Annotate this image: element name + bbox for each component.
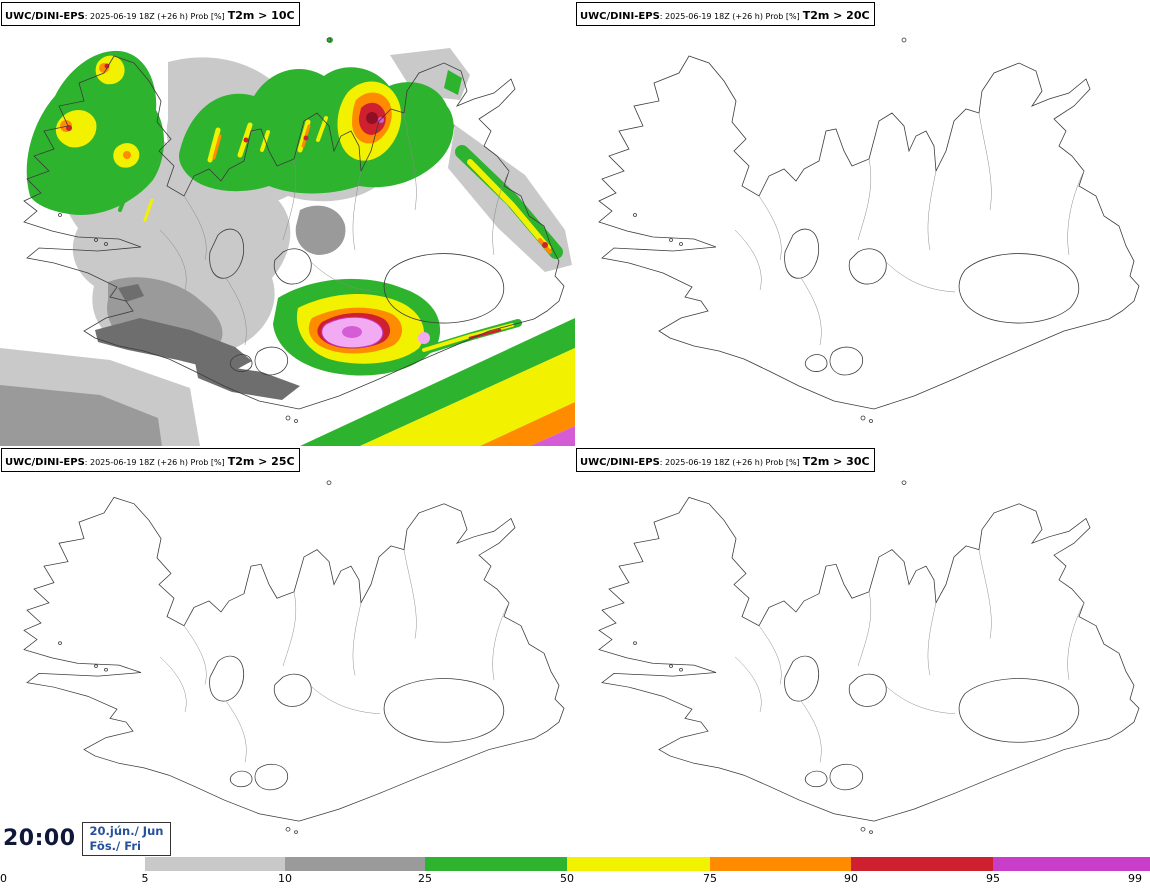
threshold-label: T2m > 30C bbox=[802, 455, 870, 468]
legend-segment-75-90 bbox=[710, 857, 851, 871]
valid-date-line2: Fös./ Fri bbox=[89, 838, 141, 853]
legend-tick-0: 0 bbox=[0, 872, 7, 885]
panel-t2m-gt-30c: UWC/DINI-EPS: 2025-06-19 18Z (+26 h) Pro… bbox=[575, 446, 1150, 855]
panel-grid: UWC/DINI-EPS: 2025-06-19 18Z (+26 h) Pro… bbox=[0, 0, 1150, 855]
legend-segment-95-99 bbox=[993, 857, 1150, 871]
legend-segment-10-25 bbox=[285, 857, 425, 871]
valid-date-line1: 20.jún./ Jun bbox=[89, 824, 164, 838]
run-info: : 2025-06-19 18Z (+26 h) Prob [%] bbox=[84, 458, 225, 467]
model-label: UWC/DINI-EPS bbox=[5, 457, 85, 468]
legend-tick-95: 95 bbox=[986, 872, 1000, 885]
legend-segment-50-75 bbox=[567, 857, 710, 871]
model-label: UWC/DINI-EPS bbox=[580, 457, 660, 468]
legend-tick-50: 50 bbox=[560, 872, 574, 885]
legend-tick-99: 99 bbox=[1128, 872, 1142, 885]
legend-segment-25-50 bbox=[425, 857, 567, 871]
valid-time: 20:00 bbox=[3, 826, 76, 852]
panel-header: UWC/DINI-EPS: 2025-06-19 18Z (+26 h) Pro… bbox=[1, 448, 300, 473]
panel-t2m-gt-10c: UWC/DINI-EPS: 2025-06-19 18Z (+26 h) Pro… bbox=[0, 0, 575, 446]
run-info: : 2025-06-19 18Z (+26 h) Prob [%] bbox=[659, 12, 800, 21]
legend-tick-75: 75 bbox=[703, 872, 717, 885]
valid-date-box: 20.jún./ Jun Fös./ Fri bbox=[81, 822, 172, 856]
legend-tick-90: 90 bbox=[844, 872, 858, 885]
iceland-map bbox=[598, 480, 1140, 834]
run-info: : 2025-06-19 18Z (+26 h) Prob [%] bbox=[84, 12, 225, 21]
legend-segment-90-95 bbox=[851, 857, 993, 871]
legend-ticks: 0 5 10 25 50 75 90 95 99 bbox=[0, 872, 1150, 888]
iceland-map bbox=[0, 0, 575, 446]
panel-header: UWC/DINI-EPS: 2025-06-19 18Z (+26 h) Pro… bbox=[576, 2, 875, 27]
legend-segment-5-10 bbox=[145, 857, 285, 871]
legend-bar bbox=[0, 857, 1150, 871]
model-label: UWC/DINI-EPS bbox=[5, 11, 85, 22]
panel-header: UWC/DINI-EPS: 2025-06-19 18Z (+26 h) Pro… bbox=[1, 2, 300, 27]
legend-tick-25: 25 bbox=[418, 872, 432, 885]
valid-time-footer: 20:00 20.jún./ Jun Fös./ Fri bbox=[3, 822, 172, 856]
threshold-label: T2m > 20C bbox=[802, 9, 870, 22]
model-label: UWC/DINI-EPS bbox=[580, 11, 660, 22]
threshold-label: T2m > 25C bbox=[227, 455, 295, 468]
iceland-map bbox=[598, 37, 1140, 423]
panel-t2m-gt-25c: UWC/DINI-EPS: 2025-06-19 18Z (+26 h) Pro… bbox=[0, 446, 575, 855]
panel-t2m-gt-20c: UWC/DINI-EPS: 2025-06-19 18Z (+26 h) Pro… bbox=[575, 0, 1150, 446]
run-info: : 2025-06-19 18Z (+26 h) Prob [%] bbox=[659, 458, 800, 467]
legend-segment-0-5 bbox=[0, 857, 145, 871]
threshold-label: T2m > 10C bbox=[227, 9, 295, 22]
legend-tick-5: 5 bbox=[141, 872, 149, 885]
probability-colorbar: 0 5 10 25 50 75 90 95 99 bbox=[0, 856, 1150, 891]
iceland-map bbox=[23, 480, 565, 834]
legend-tick-10: 10 bbox=[278, 872, 292, 885]
panel-header: UWC/DINI-EPS: 2025-06-19 18Z (+26 h) Pro… bbox=[576, 448, 875, 473]
